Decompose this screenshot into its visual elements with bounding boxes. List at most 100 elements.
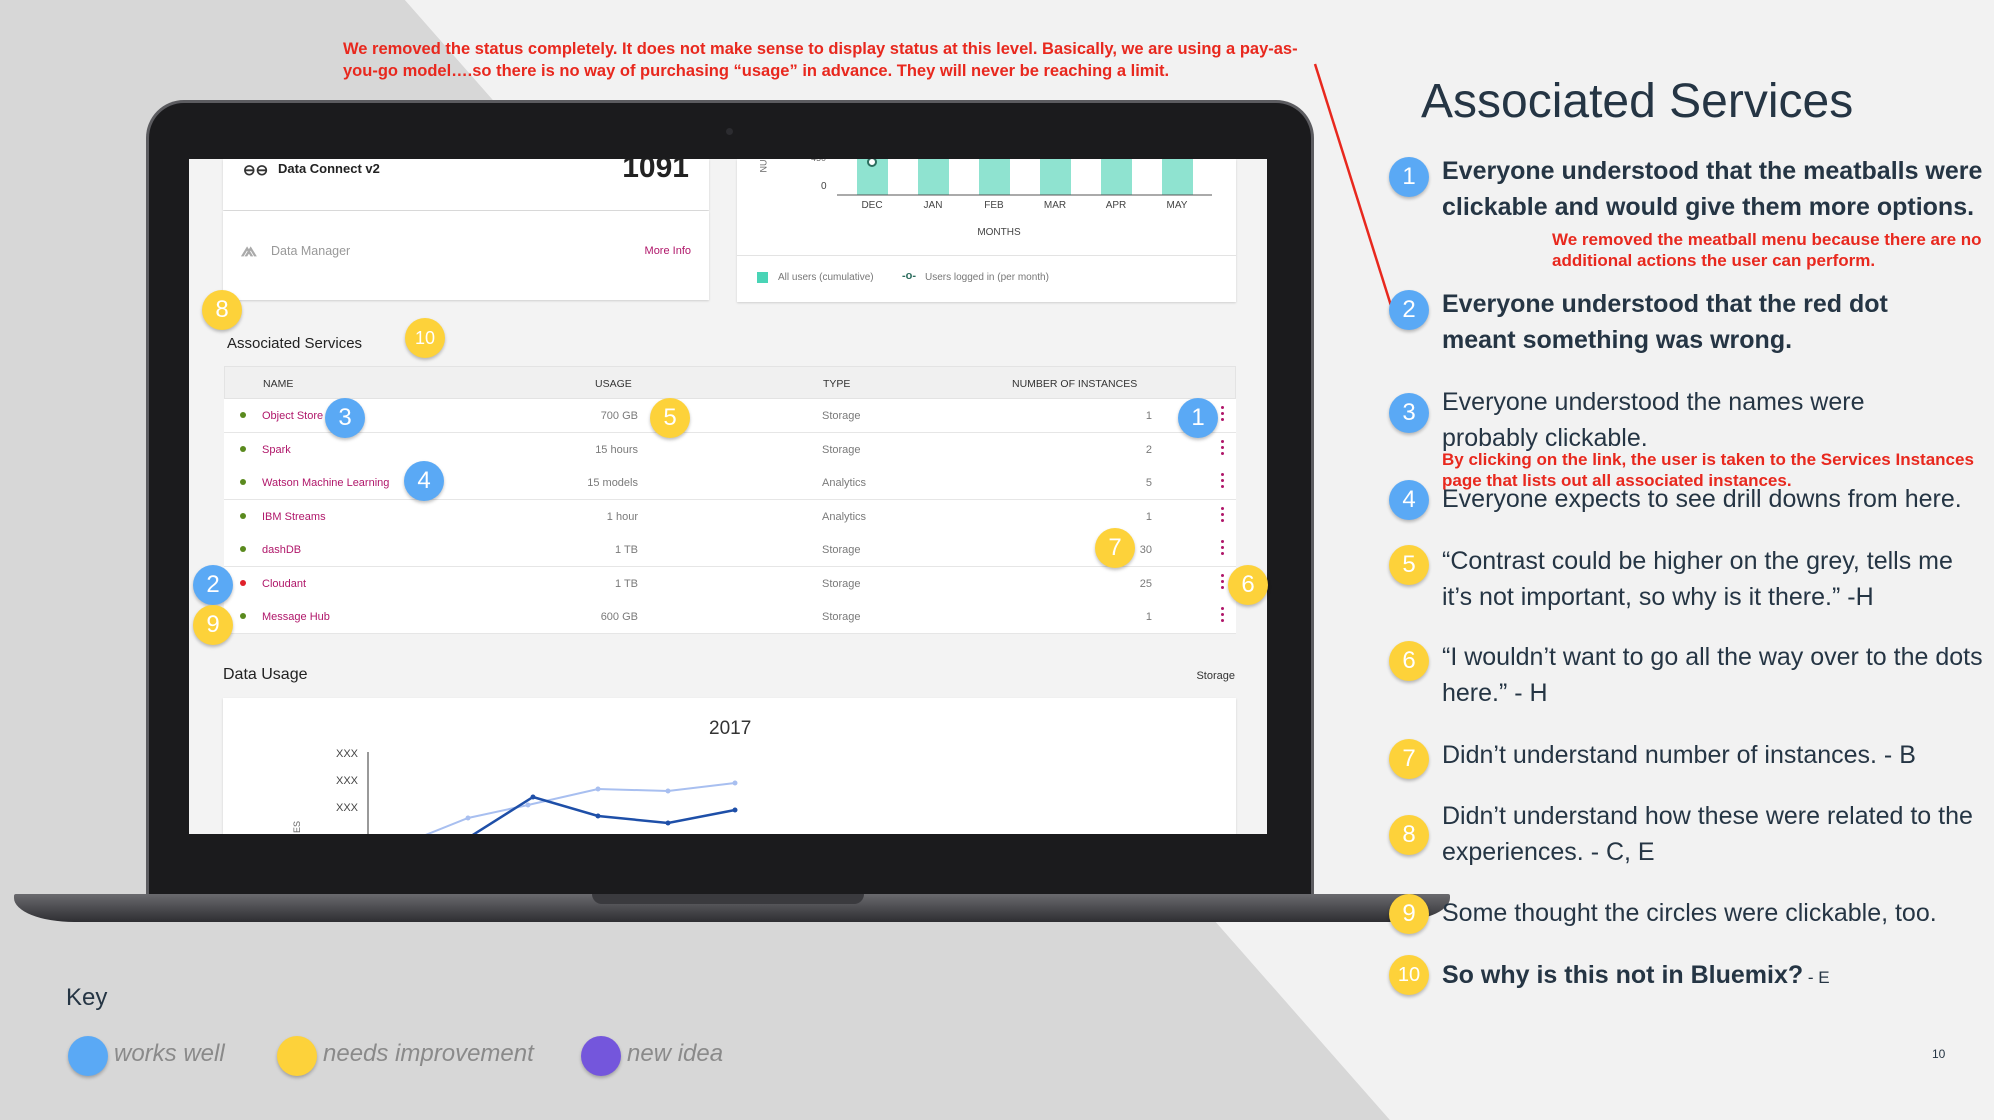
bar-jan xyxy=(918,159,949,195)
laptop-notch xyxy=(592,894,864,904)
chart-divider xyxy=(737,255,1236,256)
bar-may xyxy=(1162,159,1193,195)
data-manager-name: Data Manager xyxy=(271,244,351,258)
service-instances: 1 xyxy=(1145,510,1152,523)
badge-6-dots: 6 xyxy=(1228,565,1268,605)
finding-5-text: “Contrast could be higher on the grey, t… xyxy=(1442,547,1953,611)
month-label: DEC xyxy=(861,200,883,211)
key-title: Key xyxy=(66,984,108,1011)
service-type: Analytics xyxy=(822,510,867,523)
service-type: Analytics xyxy=(822,477,867,489)
status-dot xyxy=(240,613,246,619)
finding-6-text: “I wouldn’t want to go all the way over … xyxy=(1442,643,1983,707)
laptop-camera xyxy=(726,128,733,135)
bar-feb xyxy=(979,159,1010,195)
service-name-link[interactable]: Spark xyxy=(262,443,291,456)
key-new-idea-swatch xyxy=(581,1036,621,1076)
sidebar-title: Associated Services xyxy=(1421,75,1854,128)
finding-3-text: Everyone understood the names were proba… xyxy=(1442,388,1865,452)
meatball-menu-icon[interactable] xyxy=(1221,607,1224,625)
table-row[interactable]: Watson Machine Learning 15 models Analytic… xyxy=(224,466,1236,500)
meatball-menu-icon[interactable] xyxy=(1221,439,1224,458)
finding-7-text: Didn’t understand number of instances. -… xyxy=(1442,741,1916,769)
badge-4: 4 xyxy=(1389,480,1429,520)
month-label: MAY xyxy=(1166,200,1188,211)
meatball-menu-icon[interactable] xyxy=(1221,573,1224,592)
table-row[interactable]: Message Hub 600 GB Storage 1 xyxy=(224,600,1236,634)
bar-mar xyxy=(1040,159,1071,195)
status-dot xyxy=(240,512,246,519)
status-dot xyxy=(240,579,246,586)
service-name-link[interactable]: Cloudant xyxy=(262,577,307,590)
service-usage: 1 TB xyxy=(614,577,638,590)
meatball-menu-icon[interactable] xyxy=(1221,540,1224,558)
usage-series-dark xyxy=(471,795,736,834)
service-name-link[interactable]: IBM Streams xyxy=(262,510,326,523)
meatball-menu-icon[interactable] xyxy=(1221,473,1224,491)
service-type: Storage xyxy=(822,443,861,456)
finding-3-note: By clicking on the link, the user is tak… xyxy=(1442,450,1974,490)
legend-bar-swatch xyxy=(757,272,768,283)
laptop-screen: ⊖⊖ Data Connect v2 1091 ⩕ Data Manager M… xyxy=(189,159,1267,834)
service-type: Storage xyxy=(822,544,861,556)
service-instances: 2 xyxy=(1145,443,1152,456)
badge-7-instances: 7 xyxy=(1095,528,1135,568)
table-header: NAME USAGE TYPE NUMBER OF INSTANCES xyxy=(224,366,1236,399)
table-row[interactable]: Object Store 700 GB Storage 1 xyxy=(224,399,1236,433)
col-name[interactable]: NAME xyxy=(263,378,294,390)
page-number: 10 xyxy=(1932,1047,1946,1061)
col-usage[interactable]: USAGE xyxy=(595,378,632,390)
service-instances: 5 xyxy=(1145,477,1152,489)
data-usage-filter[interactable]: Storage xyxy=(1196,670,1235,682)
meatball-menu-icon[interactable] xyxy=(1221,506,1224,525)
service-instances: 1 xyxy=(1145,410,1152,422)
data-connect-count: 1091 xyxy=(622,159,689,184)
badge-2-red-dot: 2 xyxy=(193,565,233,605)
table-row[interactable]: IBM Streams 1 hour Analytics 1 xyxy=(224,499,1236,534)
service-name-link[interactable]: Watson Machine Learning xyxy=(262,477,390,489)
month-label: MAR xyxy=(1043,200,1067,211)
service-name-link[interactable]: dashDB xyxy=(262,544,302,556)
usage-series-light xyxy=(425,782,736,834)
services-title: Associated Services xyxy=(227,335,363,352)
table-row[interactable]: Spark 15 hours Storage 2 xyxy=(224,432,1236,467)
col-type[interactable]: TYPE xyxy=(823,378,851,390)
status-dot xyxy=(240,445,246,452)
data-usage-year: 2017 xyxy=(709,718,752,739)
badge-4-drilldown: 4 xyxy=(404,461,444,501)
badge-2: 2 xyxy=(1389,290,1429,330)
badge-9-circles: 9 xyxy=(193,605,233,645)
finding-1-text: Everyone understood that the meatballs w… xyxy=(1442,157,1983,221)
service-usage: 15 hours xyxy=(595,443,638,456)
data-manager-card[interactable]: ⩕ Data Manager More Info xyxy=(223,211,709,300)
service-name-link[interactable]: Message Hub xyxy=(262,611,330,623)
table-row[interactable]: Cloudant 1 TB Storage 25 xyxy=(224,566,1236,601)
more-info-link[interactable]: More Info xyxy=(644,245,691,257)
key-needs-improvement: needs improvement xyxy=(323,1040,534,1067)
line-point-dec xyxy=(867,159,877,167)
y-tick-450: 450 xyxy=(811,159,826,163)
status-dot xyxy=(240,479,246,485)
badge-8: 8 xyxy=(1389,815,1429,855)
service-type: Storage xyxy=(822,611,861,623)
table-row[interactable]: dashDB 1 TB Storage 30 xyxy=(224,533,1236,567)
service-instances: 1 xyxy=(1145,611,1152,623)
badge-8-section: 8 xyxy=(202,290,242,330)
col-instances[interactable]: NUMBER OF INSTANCES xyxy=(1012,378,1138,390)
legend-line-label: Users logged in (per month) xyxy=(925,272,1049,283)
service-instances: 30 xyxy=(1139,544,1152,556)
badge-5: 5 xyxy=(1389,545,1429,585)
y-tick: XXX xyxy=(336,802,359,814)
data-connect-card[interactable]: ⊖⊖ Data Connect v2 1091 xyxy=(223,159,709,210)
month-label: FEB xyxy=(984,200,1004,211)
service-name-link[interactable]: Object Store xyxy=(262,410,324,422)
key-works-well: works well xyxy=(114,1040,225,1067)
badge-3-names: 3 xyxy=(325,398,365,438)
badge-1-meatballs: 1 xyxy=(1178,398,1218,438)
badge-6: 6 xyxy=(1389,641,1429,681)
data-usage-title: Data Usage xyxy=(223,666,308,683)
status-dot xyxy=(240,412,246,418)
key-works-well-swatch xyxy=(68,1036,108,1076)
meatball-menu-icon[interactable] xyxy=(1221,406,1224,424)
